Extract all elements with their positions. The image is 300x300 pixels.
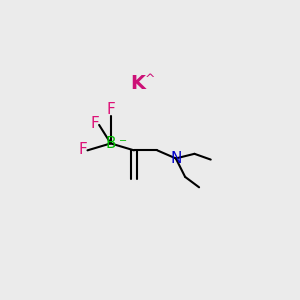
Text: N: N (170, 151, 182, 166)
Text: ^: ^ (145, 74, 155, 86)
Text: F: F (91, 116, 99, 130)
Text: F: F (79, 142, 87, 157)
Text: −: − (119, 136, 127, 146)
Text: B: B (106, 136, 116, 151)
Text: F: F (107, 102, 116, 117)
Text: K: K (130, 74, 145, 93)
